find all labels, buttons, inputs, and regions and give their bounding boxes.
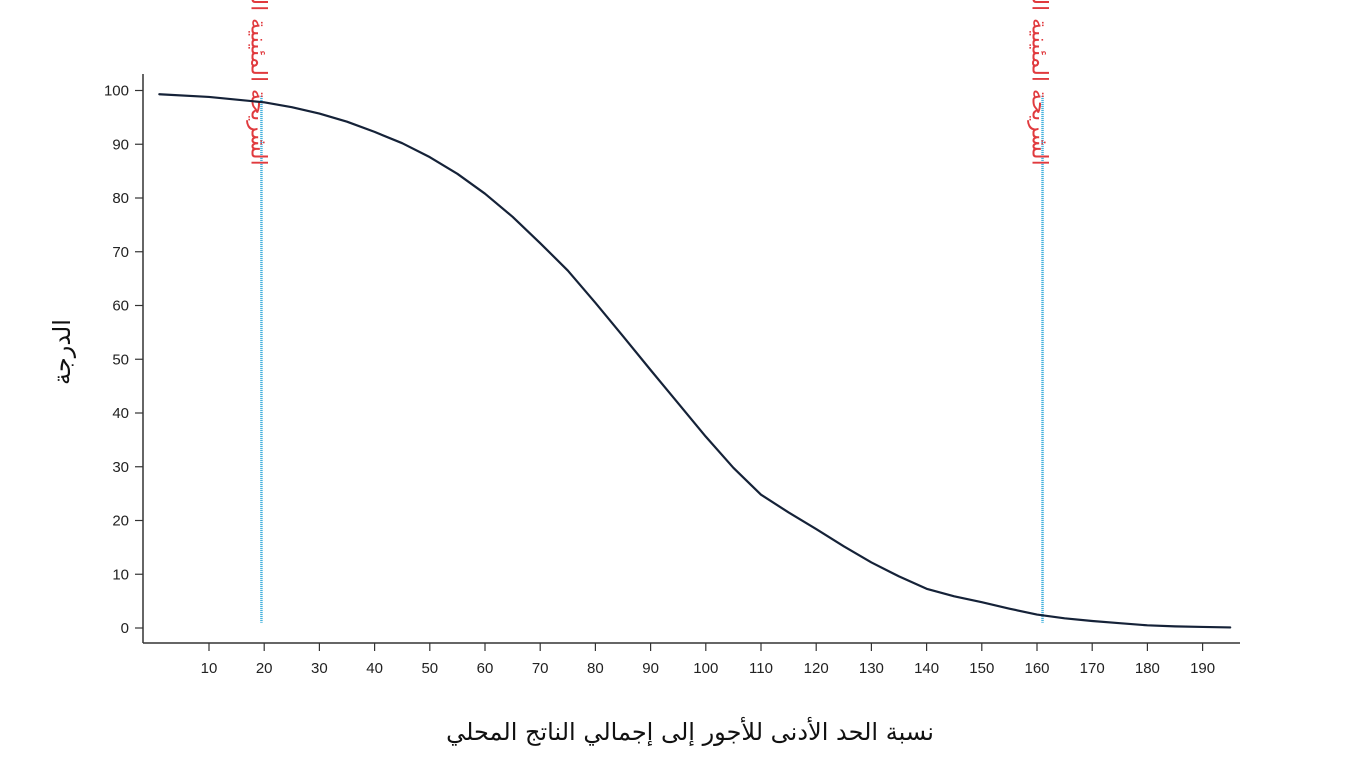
x-tick-label: 180 — [1135, 660, 1160, 677]
y-tick-label: 50 — [112, 351, 129, 368]
y-tick-label: 70 — [112, 244, 129, 261]
x-tick-label: 160 — [1024, 660, 1049, 677]
series-line-1 — [158, 93, 1232, 629]
x-tick-label: 140 — [914, 660, 939, 677]
y-tick-label: 90 — [112, 136, 129, 153]
x-tick-label: 70 — [532, 660, 549, 677]
x-tick-label: 130 — [859, 660, 884, 677]
y-tick-label: 40 — [112, 405, 129, 422]
x-tick-label: 90 — [642, 660, 659, 677]
y-tick-label: 30 — [112, 459, 129, 476]
x-tick-label: 50 — [421, 660, 438, 677]
y-tick-label: 60 — [112, 298, 129, 315]
percentile-label-2: الشريحة المئينية الخامسة والتسعين — [1027, 0, 1052, 166]
y-tick-label: 10 — [112, 566, 129, 583]
x-tick-label: 190 — [1190, 660, 1215, 677]
x-tick-label: 100 — [693, 660, 718, 677]
x-ticks: 10 20 30 40 50 60 70 80 90 100 110 120 130 140 150 160 1… — [201, 643, 1215, 677]
x-tick-label: 150 — [969, 660, 994, 677]
x-tick-label: 20 — [256, 660, 273, 677]
x-tick-label: 10 — [201, 660, 218, 677]
percentile-label-1: الشريحة المئينية الخامسة — [245, 0, 270, 166]
y-tick-label: 20 — [112, 513, 129, 530]
x-tick-label: 120 — [804, 660, 829, 677]
x-tick-label: 60 — [477, 660, 494, 677]
x-tick-label: 40 — [366, 660, 383, 677]
y-tick-label: 80 — [112, 190, 129, 207]
y-ticks: 0 10 20 30 40 50 60 70 80 90 100 — [104, 83, 143, 637]
annotations: الشريحة المئينية الخامسة الشريحة المئينية… — [245, 0, 1052, 623]
x-tick-label: 110 — [749, 660, 773, 677]
series-group — [158, 93, 1232, 629]
x-tick-label: 80 — [587, 660, 604, 677]
y-tick-label: 0 — [121, 620, 129, 637]
x-axis-title: نسبة الحد الأدنى للأجور إلى إجمالي النات… — [446, 717, 934, 747]
x-tick-label: 30 — [311, 660, 328, 677]
x-tick-label: 170 — [1080, 660, 1105, 677]
y-tick-label: 100 — [104, 83, 129, 100]
y-axis-title: الدرجة — [48, 319, 76, 385]
axes — [142, 74, 1240, 644]
